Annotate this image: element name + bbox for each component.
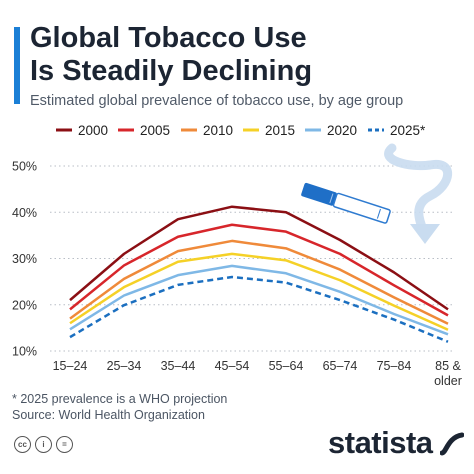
x-tick-label: 15–24 xyxy=(53,359,88,373)
creative-commons-icon[interactable]: cc xyxy=(14,436,31,453)
x-tick-label: 25–34 xyxy=(107,359,142,373)
y-axis: 10% 20% 30% 40% 50% xyxy=(12,160,37,359)
x-tick-label: 45–54 xyxy=(215,359,250,373)
x-tick-label: 85 & older xyxy=(434,359,462,388)
legend-label: 2000 xyxy=(78,123,108,138)
legend-label: 2015 xyxy=(265,123,295,138)
series-line-2005 xyxy=(69,223,449,317)
y-tick-label: 20% xyxy=(12,298,37,312)
legend-label: 2005 xyxy=(140,123,170,138)
chart-grid xyxy=(50,165,454,352)
legend: 2000 2005 2010 2015 2020 2025* xyxy=(56,123,426,138)
series-line-2025 xyxy=(69,275,449,343)
y-tick-label: 10% xyxy=(12,345,37,359)
chart-subtitle: Estimated global prevalence of tobacco u… xyxy=(30,93,404,109)
series-line-2010 xyxy=(69,239,449,325)
license-icons: cc i = xyxy=(14,436,73,453)
series-line-2020 xyxy=(69,264,449,336)
x-tick-label: 75–84 xyxy=(377,359,412,373)
y-tick-label: 50% xyxy=(12,160,37,174)
series-line-2000 xyxy=(69,205,449,311)
no-derivatives-icon[interactable]: = xyxy=(56,436,73,453)
x-tick-label: 55–64 xyxy=(269,359,304,373)
smoke-arrow-head xyxy=(410,224,440,244)
x-axis: 15–24 25–34 35–44 45–54 55–64 65–74 75–84 85 & o… xyxy=(53,359,462,388)
legend-label: 2020 xyxy=(327,123,357,138)
footnote: * 2025 prevalence is a WHO projection So… xyxy=(12,391,227,423)
title-line-2: Is Steadily Declining xyxy=(30,55,313,87)
legend-label: 2025* xyxy=(390,123,426,138)
y-tick-label: 40% xyxy=(12,206,37,220)
series-line-2015 xyxy=(69,252,449,331)
cigarette-filter xyxy=(301,182,337,206)
y-tick-label: 30% xyxy=(12,252,37,266)
title-line-1: Global Tobacco Use xyxy=(30,22,307,54)
attribution-icon[interactable]: i xyxy=(35,436,52,453)
legend-label: 2010 xyxy=(203,123,233,138)
title-accent-bar xyxy=(14,27,20,104)
cigarette-illustration xyxy=(301,143,453,244)
source-note: Source: World Health Organization xyxy=(12,408,205,422)
statista-logo[interactable]: statista xyxy=(328,425,433,460)
cigarette-body xyxy=(332,192,391,224)
chart-title: Global Tobacco Use Is Steadily Declining xyxy=(30,22,460,88)
smoke-swirl xyxy=(384,143,453,237)
x-tick-label: 65–74 xyxy=(323,359,358,373)
statista-logo-mark-icon xyxy=(440,432,464,456)
x-tick-label: 35–44 xyxy=(161,359,196,373)
projection-note: * 2025 prevalence is a WHO projection xyxy=(12,392,228,406)
series-lines xyxy=(69,205,449,343)
